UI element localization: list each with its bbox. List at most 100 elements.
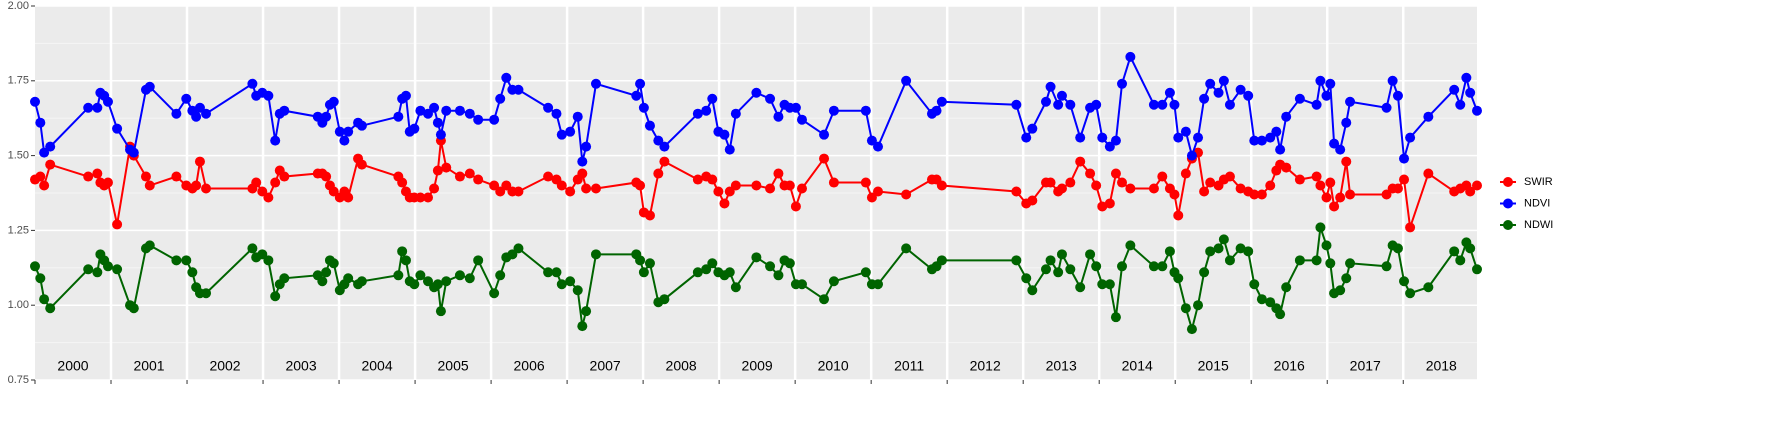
data-point xyxy=(1341,273,1352,284)
data-point xyxy=(590,78,601,89)
data-point xyxy=(513,186,524,197)
data-point xyxy=(415,105,426,116)
data-point xyxy=(1075,282,1086,293)
data-point xyxy=(102,261,113,272)
x-tick-label: 2015 xyxy=(1198,358,1229,374)
data-point xyxy=(92,168,103,179)
data-point xyxy=(1164,246,1175,257)
y-tick-label: 1.25 xyxy=(8,224,29,236)
data-point xyxy=(1091,261,1102,272)
data-point xyxy=(1091,99,1102,110)
data-point xyxy=(45,159,56,170)
data-point xyxy=(860,105,871,116)
data-point xyxy=(638,102,649,113)
data-point xyxy=(543,171,554,182)
data-point xyxy=(1311,171,1322,182)
data-point xyxy=(873,279,884,290)
data-point xyxy=(1275,309,1286,320)
data-point xyxy=(102,96,113,107)
data-point xyxy=(1392,90,1403,101)
data-point xyxy=(790,102,801,113)
data-point xyxy=(501,72,512,83)
data-point xyxy=(1294,255,1305,266)
data-point xyxy=(1027,285,1038,296)
data-point xyxy=(1125,183,1136,194)
data-point xyxy=(140,171,151,182)
data-point xyxy=(495,270,506,281)
data-point xyxy=(1173,132,1184,143)
y-tick-label: 2.00 xyxy=(8,0,29,12)
data-point xyxy=(1271,126,1282,137)
data-point xyxy=(1148,183,1159,194)
data-point xyxy=(1399,174,1410,185)
data-point xyxy=(1205,78,1216,89)
data-point xyxy=(489,114,500,125)
data-point xyxy=(1218,234,1229,245)
data-point xyxy=(901,75,912,86)
data-point xyxy=(1011,186,1022,197)
data-point xyxy=(692,267,703,278)
data-point xyxy=(581,183,592,194)
data-point xyxy=(828,105,839,116)
data-point xyxy=(1173,273,1184,284)
data-point xyxy=(83,171,94,182)
data-point xyxy=(1045,177,1056,188)
data-point xyxy=(1449,84,1460,95)
data-point xyxy=(1335,192,1346,203)
data-point xyxy=(1085,168,1096,179)
data-point xyxy=(707,258,718,269)
data-point xyxy=(1097,132,1108,143)
data-point xyxy=(719,129,730,140)
data-point xyxy=(1045,81,1056,92)
data-point xyxy=(1392,183,1403,194)
data-point xyxy=(819,153,830,164)
data-point xyxy=(819,294,830,305)
data-point xyxy=(489,288,500,299)
data-point xyxy=(1056,90,1067,101)
data-point xyxy=(1104,198,1115,209)
data-point xyxy=(1294,93,1305,104)
data-point xyxy=(590,183,601,194)
x-tick-label: 2012 xyxy=(970,358,1001,374)
data-point xyxy=(247,243,258,254)
data-point xyxy=(279,171,290,182)
data-point xyxy=(1091,180,1102,191)
data-point xyxy=(1056,249,1067,260)
x-tick-label: 2018 xyxy=(1426,358,1457,374)
data-point xyxy=(171,108,182,119)
data-point xyxy=(1399,276,1410,287)
data-point xyxy=(393,270,404,281)
data-point xyxy=(1027,123,1038,134)
data-point xyxy=(473,255,484,266)
data-point xyxy=(1224,99,1235,110)
data-point xyxy=(751,87,762,98)
data-point xyxy=(356,276,367,287)
data-point xyxy=(400,90,411,101)
data-point xyxy=(83,102,94,113)
data-point xyxy=(356,120,367,131)
data-point xyxy=(873,141,884,152)
data-point xyxy=(581,141,592,152)
legend-marker xyxy=(1503,220,1513,230)
data-point xyxy=(112,264,123,275)
data-point xyxy=(1148,261,1159,272)
data-point xyxy=(556,279,567,290)
data-point xyxy=(1249,189,1260,200)
legend-label: SWIR xyxy=(1524,176,1553,188)
x-tick-label: 2014 xyxy=(1122,358,1153,374)
data-point xyxy=(1387,75,1398,86)
data-point xyxy=(1169,99,1180,110)
data-point xyxy=(1265,180,1276,191)
data-point xyxy=(435,129,446,140)
data-point xyxy=(765,183,776,194)
data-point xyxy=(1392,243,1403,254)
data-point xyxy=(92,102,103,113)
data-point xyxy=(1065,99,1076,110)
data-point xyxy=(1199,186,1210,197)
x-tick-label: 2008 xyxy=(666,358,697,374)
data-point xyxy=(1110,135,1121,146)
data-point xyxy=(635,255,646,266)
data-point xyxy=(1281,111,1292,122)
data-point xyxy=(1110,312,1121,323)
data-point xyxy=(415,192,426,203)
